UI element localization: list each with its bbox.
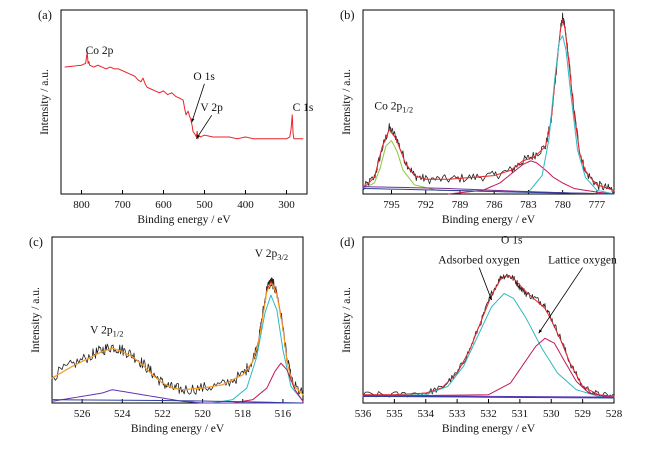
survey-panel-label: (a)	[38, 8, 52, 22]
survey-x-tick-label: 600	[155, 199, 172, 211]
v2p-x-tick-label: 516	[275, 408, 292, 420]
co2p-x-tick-label: 795	[383, 199, 400, 211]
o1s-x-tick-label: 535	[386, 408, 403, 420]
o1s-annotation: Lattice oxygen	[548, 255, 617, 267]
survey-annotation: O 1s	[193, 71, 215, 83]
co2p-x-tick-label: 789	[452, 199, 469, 211]
co2p-annotation: Co 2p1/2	[374, 100, 413, 114]
v2p-series-3	[212, 294, 304, 404]
survey-annotation-arrowhead	[191, 118, 195, 123]
co2p-x-tick-label: 777	[589, 199, 606, 211]
v2p-annotation: V 2p3/2	[255, 248, 288, 262]
v2p-x-tick-label: 524	[114, 408, 131, 420]
co2p-x-tick-label: 783	[520, 199, 537, 211]
o1s-annotation-arrowhead	[538, 329, 543, 334]
v2p-series-4	[232, 362, 304, 404]
co2p-x-tick-label: 780	[554, 199, 571, 211]
survey-annotation-arrowhead	[196, 134, 200, 139]
o1s-annotation: O 1s	[501, 235, 523, 247]
o1s-x-tick-label: 536	[355, 408, 372, 420]
o1s-annotation-text: O 1s	[501, 235, 523, 247]
survey-x-tick-label: 400	[237, 199, 254, 211]
o1s-annotation-text: Lattice oxygen	[548, 255, 617, 267]
survey-annotation: V 2p	[200, 102, 223, 114]
co2p-series-2	[362, 140, 615, 195]
co2p-annotation-text: Co 2p	[374, 100, 402, 112]
survey-annotation-text: C 1s	[293, 102, 314, 114]
panel-co2p: 795 792 789 786 783 780 777 (b) Binding energy /…	[340, 0, 615, 226]
o1s-series-1	[362, 274, 615, 397]
survey-annotation: Co 2p	[86, 45, 114, 57]
co2p-series-1	[362, 18, 615, 191]
v2p-series-5	[51, 389, 304, 404]
o1s-annotation-arrow	[478, 267, 493, 301]
survey-x-tick-label: 800	[73, 199, 90, 211]
co2p-annotation-subscript: 1/2	[402, 104, 413, 114]
v2p-series-6	[51, 399, 304, 404]
v2p-plot-frame	[51, 236, 304, 404]
o1s-x-tick-label: 531	[512, 408, 529, 420]
survey-series-0	[64, 51, 304, 140]
o1s-y-axis-title: Intensity / a.u.	[341, 287, 353, 353]
v2p-y-axis-title: Intensity / a.u.	[30, 287, 42, 353]
o1s-series-4	[362, 395, 615, 398]
co2p-series-4	[527, 35, 615, 195]
v2p-series-2	[51, 282, 304, 396]
o1s-annotation: Adsorbed oxygen	[438, 255, 520, 267]
co2p-x-tick-label: 786	[486, 199, 503, 211]
survey-y-axis-title: Intensity / a.u.	[39, 69, 51, 135]
co2p-plot-frame	[362, 9, 615, 195]
o1s-annotation-arrow	[538, 267, 583, 334]
v2p-series-0	[51, 277, 304, 397]
o1s-panel-label: (d)	[340, 235, 355, 249]
survey-annotation-text: O 1s	[193, 71, 215, 83]
survey-x-axis-title: Binding energy / eV	[137, 214, 231, 226]
v2p-x-tick-label: 518	[235, 408, 252, 420]
v2p-annotation-subscript: 1/2	[113, 328, 124, 338]
v2p-x-tick-label: 526	[74, 408, 91, 420]
survey-plot-frame	[60, 9, 308, 195]
v2p-annotation-subscript: 3/2	[277, 252, 288, 262]
survey-annotation-text: V 2p	[200, 102, 223, 114]
o1s-x-tick-label: 529	[574, 408, 591, 420]
o1s-series-5	[362, 395, 615, 399]
co2p-x-axis-title: Binding energy / eV	[442, 214, 536, 226]
o1s-x-tick-label: 533	[449, 408, 466, 420]
v2p-x-tick-label: 522	[154, 408, 171, 420]
panel-survey: 800 700 600 500 400 300 (a) Binding energy / eV…	[38, 8, 314, 226]
survey-annotation: C 1s	[293, 102, 314, 114]
co2p-y-axis-title: Intensity / a.u.	[341, 69, 353, 135]
o1s-series-3	[362, 337, 615, 399]
v2p-annotation-text: V 2p	[90, 324, 113, 336]
v2p-annotation: V 2p1/2	[90, 324, 123, 338]
v2p-x-tick-label: 520	[194, 408, 211, 420]
o1s-x-axis-title: Binding energy / eV	[442, 423, 536, 435]
survey-annotation-text: Co 2p	[86, 45, 114, 57]
o1s-x-tick-label: 532	[480, 408, 497, 420]
v2p-annotation-text: V 2p	[255, 248, 278, 260]
co2p-series-6	[362, 187, 615, 195]
panel-v2p: 526 524 522 520 518 516 (c) Binding energy / eV…	[29, 235, 304, 435]
v2p-x-axis-title: Binding energy / eV	[131, 423, 225, 435]
co2p-series-3	[448, 160, 615, 195]
survey-annotation-arrow	[195, 114, 213, 140]
o1s-series-2	[362, 292, 615, 399]
survey-x-tick-label: 700	[114, 199, 131, 211]
co2p-x-tick-label: 792	[418, 199, 435, 211]
o1s-annotation-text: Adsorbed oxygen	[438, 255, 520, 267]
co2p-panel-label: (b)	[340, 8, 355, 22]
o1s-x-tick-label: 534	[418, 408, 435, 420]
o1s-x-tick-label: 530	[543, 408, 560, 420]
panel-o1s: 536 535 534 533 532 531 530 529 528 (d) Binding en…	[340, 235, 623, 435]
survey-x-tick-label: 500	[196, 199, 213, 211]
o1s-annotation-arrowhead	[488, 296, 492, 301]
o1s-x-tick-label: 528	[606, 408, 623, 420]
survey-x-tick-label: 300	[278, 199, 295, 211]
v2p-panel-label: (c)	[29, 235, 43, 249]
survey-annotation-arrow	[191, 83, 205, 123]
